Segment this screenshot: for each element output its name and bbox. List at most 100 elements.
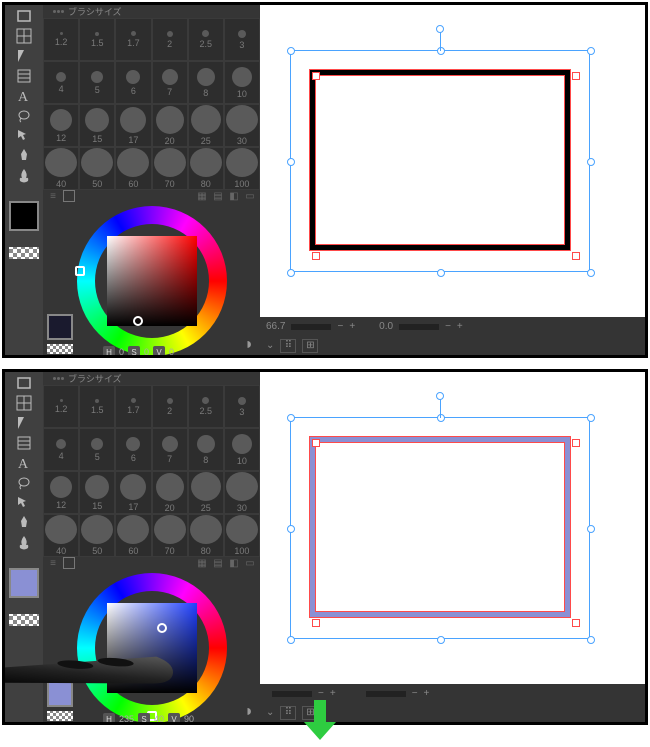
opt4-icon[interactable]: ▭	[244, 558, 256, 568]
resize-handle[interactable]	[287, 158, 295, 166]
brush-size-cell[interactable]: 80	[188, 147, 224, 190]
brush-size-cell[interactable]: 30	[224, 104, 260, 147]
view-mode-2[interactable]: ⊞	[302, 339, 318, 353]
play-icon[interactable]: ◗	[244, 703, 254, 721]
polyline-tool[interactable]	[15, 414, 33, 432]
brush-size-cell[interactable]: 25	[188, 471, 224, 514]
sv-handle[interactable]	[157, 623, 167, 633]
rectangle-tool[interactable]	[15, 7, 33, 25]
menu-icon[interactable]: ≡	[47, 558, 59, 568]
brush-size-cell[interactable]: 4	[43, 61, 79, 104]
minus-icon[interactable]: −	[337, 321, 343, 332]
shape-corner-handle[interactable]	[572, 619, 580, 627]
brush-size-cell[interactable]: 3	[224, 18, 260, 61]
brush-size-cell[interactable]: 80	[188, 514, 224, 557]
transparency-swatch[interactable]	[9, 247, 39, 259]
brush-size-cell[interactable]: 2.5	[188, 18, 224, 61]
brush-size-cell[interactable]: 2	[152, 18, 188, 61]
stop-icon[interactable]	[63, 190, 75, 202]
brush-size-cell[interactable]: 1.2	[43, 385, 79, 428]
brush-size-cell[interactable]: 12	[43, 104, 79, 147]
brush-size-cell[interactable]: 6	[115, 61, 151, 104]
resize-handle[interactable]	[587, 525, 595, 533]
brush-size-cell[interactable]: 5	[79, 428, 115, 471]
shape-corner-handle[interactable]	[312, 252, 320, 260]
resize-handle[interactable]	[437, 636, 445, 644]
selected-color-swatch[interactable]	[47, 681, 73, 707]
brush-size-cell[interactable]: 12	[43, 471, 79, 514]
brush-size-cell[interactable]: 40	[43, 514, 79, 557]
grid-tool[interactable]	[15, 394, 33, 412]
pen-tool[interactable]	[15, 514, 33, 532]
brush-size-cell[interactable]: 50	[79, 514, 115, 557]
text-tool[interactable]: A	[15, 454, 33, 472]
brush-size-cell[interactable]: 2	[152, 385, 188, 428]
shape-corner-handle[interactable]	[312, 72, 320, 80]
polyline-tool[interactable]	[15, 47, 33, 65]
rotation-slider[interactable]	[399, 324, 439, 330]
brush-size-cell[interactable]: 1.2	[43, 18, 79, 61]
brush-size-cell[interactable]: 60	[115, 514, 151, 557]
brush-size-cell[interactable]: 2.5	[188, 385, 224, 428]
resize-handle[interactable]	[287, 525, 295, 533]
brush-size-cell[interactable]: 17	[115, 104, 151, 147]
view-mode-1[interactable]: ⠿	[280, 339, 296, 353]
opt2-icon[interactable]: ▤	[212, 558, 224, 568]
brush-size-cell[interactable]: 70	[152, 147, 188, 190]
move-tool[interactable]	[15, 127, 33, 145]
chevron-icon[interactable]: ⌄	[266, 707, 274, 718]
saturation-value-box[interactable]	[107, 236, 197, 326]
text-tool[interactable]: A	[15, 87, 33, 105]
shape-corner-handle[interactable]	[312, 619, 320, 627]
rotate-handle[interactable]	[436, 392, 444, 400]
stop-icon[interactable]	[63, 557, 75, 569]
lasso-tool[interactable]	[15, 474, 33, 492]
grid-tool[interactable]	[15, 27, 33, 45]
brush-size-cell[interactable]: 30	[224, 471, 260, 514]
shape-corner-handle[interactable]	[572, 252, 580, 260]
opt3-icon[interactable]: ◧	[228, 191, 240, 201]
selected-color-swatch[interactable]	[47, 314, 73, 340]
flame-tool[interactable]	[15, 534, 33, 552]
brush-size-cell[interactable]: 40	[43, 147, 79, 190]
brush-size-cell[interactable]: 1.7	[115, 18, 151, 61]
transparency-swatch[interactable]	[9, 614, 39, 626]
lasso-tool[interactable]	[15, 107, 33, 125]
rectangle-tool[interactable]	[15, 374, 33, 392]
foreground-color-swatch[interactable]	[9, 201, 39, 231]
brush-size-cell[interactable]: 1.5	[79, 385, 115, 428]
brush-size-cell[interactable]: 20	[152, 104, 188, 147]
resize-handle[interactable]	[587, 636, 595, 644]
shape-corner-handle[interactable]	[572, 439, 580, 447]
flame-tool[interactable]	[15, 167, 33, 185]
resize-handle[interactable]	[437, 269, 445, 277]
brush-size-cell[interactable]: 15	[79, 471, 115, 514]
pen-tool[interactable]	[15, 147, 33, 165]
foreground-color-swatch[interactable]	[9, 568, 39, 598]
opt1-icon[interactable]: ▦	[196, 191, 208, 201]
brush-size-cell[interactable]: 17	[115, 471, 151, 514]
sv-handle[interactable]	[133, 316, 143, 326]
move-tool[interactable]	[15, 494, 33, 512]
minus-icon[interactable]: −	[445, 321, 451, 332]
chevron-icon[interactable]: ⌄	[266, 340, 274, 351]
brush-size-cell[interactable]: 25	[188, 104, 224, 147]
opt2-icon[interactable]: ▤	[212, 191, 224, 201]
brush-size-cell[interactable]: 3	[224, 385, 260, 428]
zoom-slider[interactable]	[272, 691, 312, 697]
brush-size-cell[interactable]: 100	[224, 514, 260, 557]
brush-size-cell[interactable]: 7	[152, 61, 188, 104]
resize-handle[interactable]	[287, 47, 295, 55]
rotation-slider[interactable]	[366, 691, 406, 697]
resize-handle[interactable]	[287, 269, 295, 277]
brush-size-cell[interactable]: 6	[115, 428, 151, 471]
shape-corner-handle[interactable]	[312, 439, 320, 447]
rotate-handle[interactable]	[436, 25, 444, 33]
canvas[interactable]	[260, 5, 645, 355]
brush-size-cell[interactable]: 4	[43, 428, 79, 471]
menu-icon[interactable]: ≡	[47, 191, 59, 201]
resize-handle[interactable]	[437, 47, 445, 55]
brush-size-cell[interactable]: 8	[188, 61, 224, 104]
table-tool[interactable]	[15, 434, 33, 452]
resize-handle[interactable]	[437, 414, 445, 422]
